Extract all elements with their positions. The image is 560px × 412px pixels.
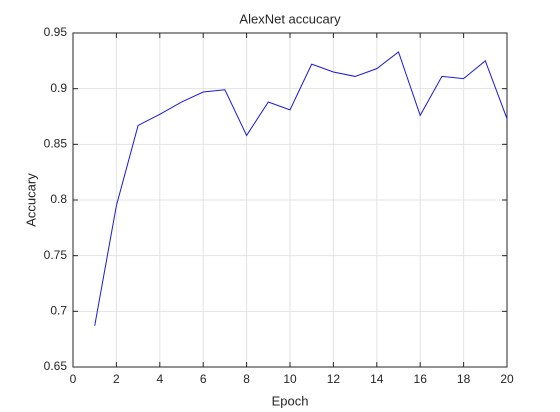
x-tick-label: 6 xyxy=(200,372,207,386)
plot-frame xyxy=(72,32,508,368)
y-tick-label: 0.85 xyxy=(44,137,68,151)
x-tick-label: 2 xyxy=(113,372,120,386)
x-tick-label: 18 xyxy=(457,372,471,386)
y-tick-label: 0.75 xyxy=(44,248,68,262)
x-tick-label: 20 xyxy=(500,372,514,386)
y-tick-label: 0.9 xyxy=(50,81,67,95)
x-tick-label: 12 xyxy=(327,372,341,386)
x-tick-label: 4 xyxy=(156,372,163,386)
x-tick-label: 14 xyxy=(370,372,384,386)
x-axis-label: Epoch xyxy=(272,393,309,408)
y-tick-label: 0.7 xyxy=(50,304,67,318)
x-tick-label: 16 xyxy=(414,372,428,386)
y-axis-label: Accucary xyxy=(23,173,38,227)
x-tick-label: 10 xyxy=(283,372,297,386)
x-tick-label: 8 xyxy=(243,372,250,386)
y-tick-label: 0.8 xyxy=(50,192,67,206)
x-tick-label: 0 xyxy=(70,372,77,386)
data-line xyxy=(94,51,508,326)
y-tick-label: 0.65 xyxy=(44,359,68,373)
chart-title: AlexNet accucary xyxy=(239,11,341,26)
y-tick-label: 0.95 xyxy=(44,25,68,39)
